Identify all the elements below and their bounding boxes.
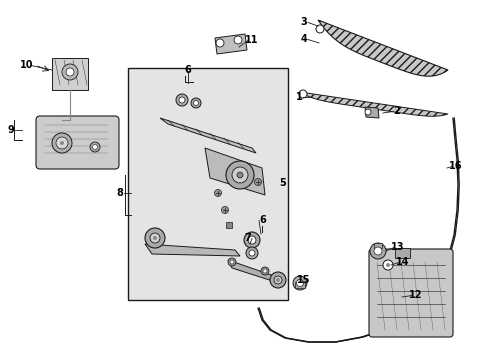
Text: 4: 4 <box>300 34 307 44</box>
Text: 10: 10 <box>20 60 34 70</box>
Polygon shape <box>145 244 240 256</box>
Circle shape <box>62 64 78 80</box>
Circle shape <box>269 272 285 288</box>
Circle shape <box>216 39 224 47</box>
Circle shape <box>245 247 258 259</box>
Text: 6: 6 <box>259 215 266 225</box>
Circle shape <box>263 269 266 273</box>
Circle shape <box>92 144 97 149</box>
Circle shape <box>315 25 324 33</box>
Circle shape <box>244 232 260 248</box>
Circle shape <box>292 276 306 290</box>
Text: 12: 12 <box>408 290 422 300</box>
Text: 2: 2 <box>393 106 400 116</box>
Circle shape <box>176 94 187 106</box>
Circle shape <box>60 141 64 145</box>
Bar <box>394 248 409 258</box>
Polygon shape <box>364 107 378 118</box>
Circle shape <box>90 142 100 152</box>
Circle shape <box>364 109 370 115</box>
Circle shape <box>273 276 282 284</box>
Polygon shape <box>299 92 447 116</box>
Circle shape <box>191 98 201 108</box>
Text: 7: 7 <box>244 233 251 243</box>
Circle shape <box>275 278 280 282</box>
Circle shape <box>193 100 198 105</box>
Text: 11: 11 <box>245 35 258 45</box>
Circle shape <box>261 267 268 275</box>
Circle shape <box>150 233 160 243</box>
Circle shape <box>221 207 228 213</box>
Circle shape <box>237 172 243 178</box>
Circle shape <box>382 260 392 270</box>
Circle shape <box>52 133 72 153</box>
Circle shape <box>247 236 256 244</box>
Circle shape <box>296 279 303 287</box>
Bar <box>373 243 381 248</box>
Bar <box>225 222 231 228</box>
Text: 9: 9 <box>8 125 14 135</box>
Circle shape <box>66 68 74 76</box>
Polygon shape <box>227 260 282 284</box>
Circle shape <box>248 250 254 256</box>
Text: 5: 5 <box>279 178 286 188</box>
Circle shape <box>214 189 221 197</box>
Polygon shape <box>317 20 447 76</box>
Text: 13: 13 <box>390 242 404 252</box>
Text: 16: 16 <box>448 161 462 171</box>
Circle shape <box>369 243 385 259</box>
Circle shape <box>385 263 389 267</box>
Text: 8: 8 <box>116 188 123 198</box>
Polygon shape <box>160 118 256 153</box>
Circle shape <box>234 36 242 44</box>
FancyBboxPatch shape <box>36 116 119 169</box>
Circle shape <box>373 247 381 255</box>
Circle shape <box>229 260 234 264</box>
Circle shape <box>298 90 306 98</box>
Bar <box>128 68 287 300</box>
Text: 15: 15 <box>297 275 310 285</box>
FancyBboxPatch shape <box>368 249 452 337</box>
Circle shape <box>56 137 68 149</box>
Circle shape <box>145 228 164 248</box>
Circle shape <box>231 167 247 183</box>
Text: 3: 3 <box>300 17 307 27</box>
Circle shape <box>227 258 236 266</box>
Circle shape <box>225 161 253 189</box>
Text: 1: 1 <box>295 92 302 102</box>
Text: 14: 14 <box>395 257 409 267</box>
Polygon shape <box>215 34 246 54</box>
Text: 6: 6 <box>184 65 191 75</box>
Circle shape <box>179 97 184 103</box>
Polygon shape <box>52 58 88 90</box>
Bar <box>294 282 305 288</box>
Circle shape <box>254 179 261 185</box>
Polygon shape <box>204 148 264 195</box>
Circle shape <box>153 236 157 240</box>
